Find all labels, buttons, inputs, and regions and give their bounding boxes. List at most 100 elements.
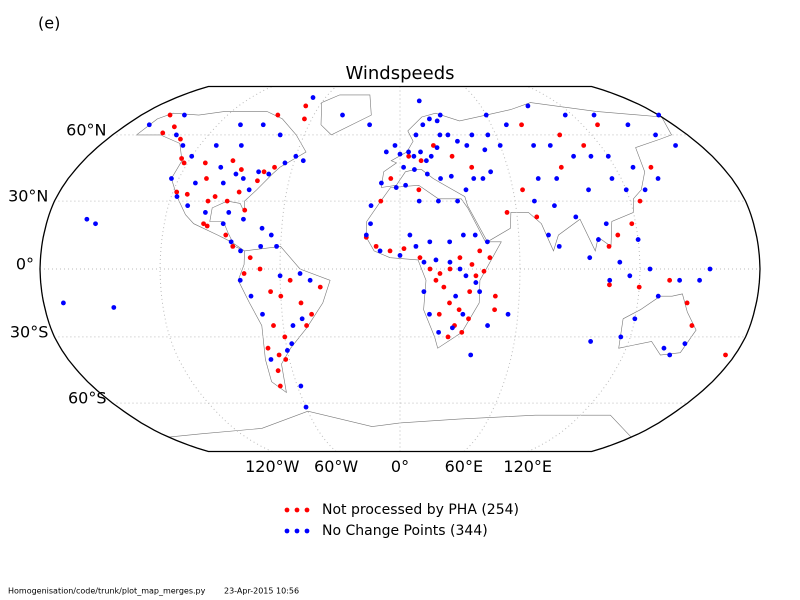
station	[447, 259, 453, 265]
station	[488, 169, 494, 175]
station	[363, 232, 369, 238]
station	[226, 210, 232, 215]
station	[503, 122, 509, 128]
y-tick-label: 60°N	[66, 120, 106, 139]
station	[434, 118, 440, 124]
station	[230, 243, 236, 249]
station	[447, 239, 453, 245]
coastline	[135, 111, 307, 252]
station	[378, 198, 384, 204]
station	[387, 248, 393, 254]
station	[505, 311, 511, 317]
station	[482, 147, 488, 153]
station	[266, 171, 272, 177]
station	[303, 404, 309, 410]
station	[180, 143, 186, 148]
station	[460, 311, 466, 317]
station	[655, 176, 661, 181]
station	[418, 149, 423, 155]
station	[282, 160, 288, 166]
station	[268, 357, 274, 362]
station	[618, 334, 624, 340]
station	[302, 116, 307, 122]
station	[169, 176, 174, 181]
station	[212, 194, 218, 199]
y-tick-label: 30°S	[10, 322, 49, 341]
station	[373, 243, 379, 249]
legend-label: Not processed by PHA (254)	[322, 502, 519, 518]
station	[427, 311, 432, 317]
station	[111, 305, 117, 310]
station	[303, 103, 309, 109]
meridian	[527, 86, 641, 452]
station	[647, 266, 653, 272]
station	[284, 348, 290, 353]
x-tick-label: 120°E	[503, 457, 552, 476]
y-tick-label: 30°N	[8, 187, 48, 206]
station	[653, 132, 658, 138]
station	[377, 248, 383, 254]
station	[596, 237, 601, 242]
station	[238, 122, 243, 128]
legend-marker	[294, 528, 300, 534]
station	[268, 232, 274, 238]
station	[547, 143, 553, 148]
station	[167, 112, 173, 118]
x-tick-label: 60°W	[314, 457, 358, 476]
station	[477, 289, 483, 295]
station	[277, 132, 283, 138]
station	[477, 248, 483, 254]
station	[520, 187, 525, 193]
footer-date: 23-Apr-2015 10:56	[224, 587, 299, 596]
y-tick-label: 60°S	[68, 389, 107, 408]
station	[238, 143, 244, 148]
station	[220, 180, 226, 186]
station	[423, 158, 429, 164]
station	[181, 160, 187, 166]
station	[275, 112, 281, 118]
station	[677, 277, 683, 283]
station	[546, 232, 551, 238]
coastline	[618, 293, 697, 356]
station	[257, 266, 263, 272]
station	[223, 232, 229, 238]
station	[632, 316, 638, 322]
station	[205, 198, 211, 204]
station	[464, 143, 470, 148]
station	[397, 151, 403, 157]
station	[535, 176, 541, 181]
station	[468, 352, 474, 358]
station	[213, 143, 219, 148]
station	[268, 289, 273, 295]
station	[300, 158, 306, 164]
station	[241, 216, 246, 222]
station	[469, 132, 475, 138]
station	[673, 143, 678, 148]
station	[304, 323, 309, 328]
station	[61, 300, 66, 306]
station	[224, 198, 230, 204]
station	[552, 203, 557, 209]
station	[642, 187, 648, 193]
station	[310, 95, 316, 100]
station	[469, 164, 475, 170]
station	[189, 153, 195, 159]
station	[368, 221, 373, 227]
footer-path: Homogenisation/code/trunk/plot_map_merge…	[8, 587, 206, 596]
station	[447, 300, 452, 306]
station	[532, 198, 537, 204]
station	[587, 255, 593, 261]
station	[203, 210, 208, 215]
station	[201, 221, 206, 227]
station	[160, 130, 166, 136]
station	[403, 182, 409, 188]
station	[433, 277, 439, 283]
station	[192, 180, 198, 186]
station	[397, 253, 403, 258]
station	[434, 145, 440, 151]
station	[179, 156, 185, 161]
station	[307, 277, 313, 283]
station	[667, 352, 673, 358]
station	[453, 293, 459, 299]
